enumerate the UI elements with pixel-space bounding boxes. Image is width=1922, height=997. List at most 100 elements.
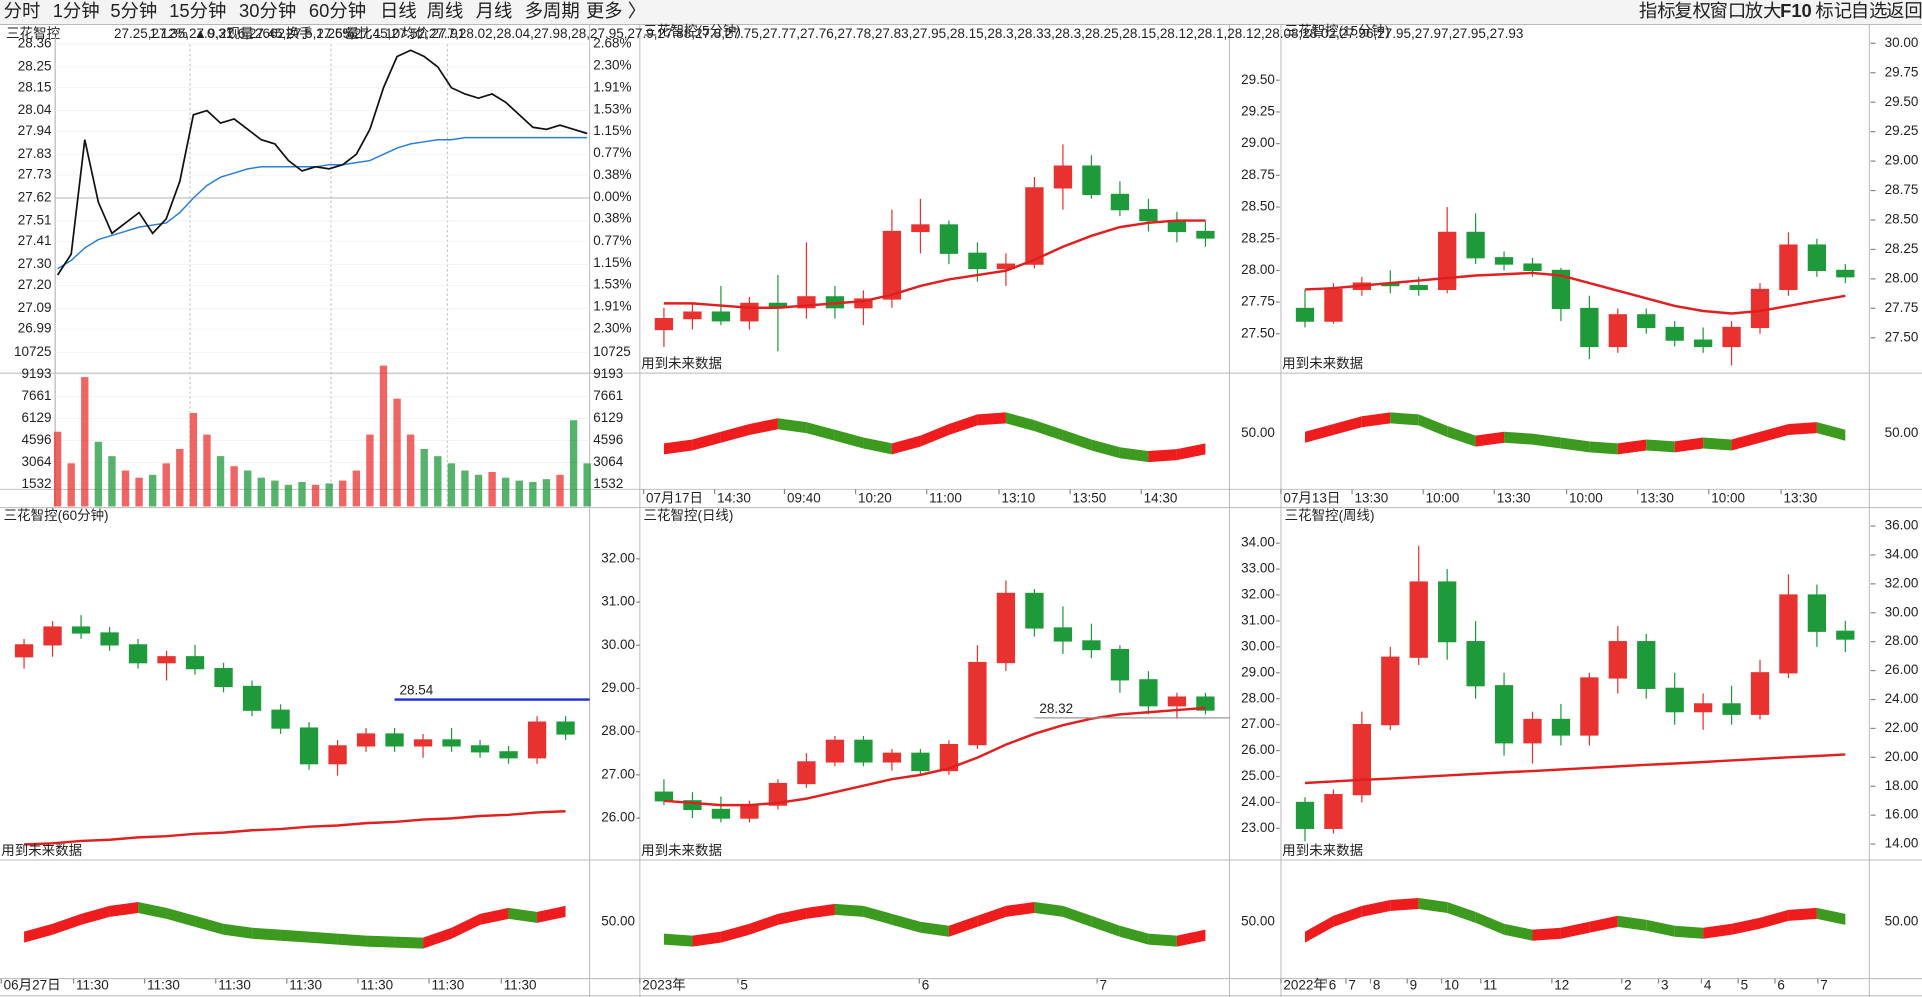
volume-bar (257, 477, 265, 507)
x-tick-label: 6 (1777, 978, 1785, 993)
vol-tick-label-right: 10725 (593, 344, 631, 359)
volume-bar (53, 431, 62, 507)
osc-ribbon (1418, 414, 1448, 437)
candle-body (654, 791, 674, 802)
x-tick-label: 11:30 (147, 978, 180, 993)
volume-bar (81, 377, 89, 507)
volume-bar (67, 463, 75, 507)
candle-body (939, 224, 959, 254)
x-tick-label: 6 (1329, 978, 1337, 993)
period-tab[interactable]: 1分钟 (53, 0, 100, 21)
right-tick-label: 29.50 (1885, 94, 1919, 109)
period-tab[interactable]: 分时 (4, 0, 41, 21)
y-tick-label: 29.25 (1241, 104, 1275, 119)
y-tick-label: 30.00 (601, 637, 635, 652)
x-tick-label: 11 (1483, 978, 1497, 993)
pct-tick-label: 1.15% (593, 255, 631, 270)
future-data-note: 用到未来数据 (1282, 843, 1363, 858)
osc-ribbon (720, 923, 750, 943)
y-tick-label: 29.50 (1241, 72, 1275, 87)
period-tab[interactable]: 月线 (476, 0, 513, 21)
volume-bar (189, 413, 198, 507)
y-tick-label: 30.00 (1241, 638, 1275, 653)
volume-bar (216, 456, 225, 507)
osc-tick-label: 50.00 (1241, 425, 1275, 440)
price-tick-label: 27.30 (18, 256, 52, 271)
price-tick-label: 27.73 (18, 167, 52, 182)
osc-ribbon (1091, 915, 1120, 937)
stock-name: 三花智控 (6, 26, 60, 41)
period-tab[interactable]: 多周期 (525, 0, 580, 21)
period-tab[interactable]: 日线 (380, 0, 417, 21)
right-tick-label: 27.50 (1885, 329, 1919, 344)
tool-button[interactable]: F10 (1780, 0, 1812, 21)
candle-body (1836, 630, 1855, 640)
panel-title[interactable]: 三花智控(15分钟) (1285, 22, 1390, 38)
tool-button[interactable]: 复权 (1674, 0, 1711, 21)
period-tab[interactable]: 30分钟 (239, 0, 296, 21)
candle-body (1836, 269, 1855, 278)
vol-tick-label-right: 6129 (593, 410, 623, 425)
x-tick-label: 4 (1704, 978, 1712, 993)
osc-ribbon (1589, 915, 1618, 933)
stat-label: 换手 (286, 26, 313, 41)
osc-ribbon (1091, 439, 1120, 459)
x-tick-label: 10:00 (1426, 491, 1460, 506)
x-tick-label: 13:30 (1784, 491, 1818, 506)
period-tab[interactable]: 更多 〉 (586, 0, 646, 21)
candle-body (43, 626, 62, 646)
osc-ribbon (806, 903, 835, 919)
period-tab[interactable]: 60分钟 (309, 0, 366, 21)
osc-ribbon (1148, 933, 1177, 947)
price-tick-label: 26.99 (18, 321, 52, 336)
x-tick-label: 06月27日 (4, 978, 61, 993)
candle-body (1637, 314, 1656, 329)
volume-bar (366, 434, 374, 507)
tool-button[interactable]: 放大 (1745, 0, 1782, 21)
panel-title[interactable]: 三花智控(周线) (1285, 508, 1375, 523)
osc-tick-label: 50.00 (601, 913, 635, 928)
candle-body (882, 752, 902, 763)
vol-tick-label-right: 4596 (593, 432, 623, 447)
y-tick-label: 31.00 (601, 594, 635, 609)
volume-bar (311, 484, 320, 507)
tool-button[interactable]: 返回 (1886, 0, 1922, 21)
candle-body (1295, 307, 1315, 322)
osc-ribbon (920, 921, 949, 937)
x-tick-label: 11:30 (76, 978, 109, 993)
candle-body (911, 224, 930, 233)
y-tick-label: 34.00 (1241, 535, 1275, 550)
panel-title[interactable]: 三花智控(日线) (644, 508, 734, 523)
osc-ribbon (834, 429, 864, 449)
period-tab[interactable]: 15分钟 (169, 0, 226, 21)
osc-ribbon (1390, 412, 1419, 426)
candle-body (797, 296, 816, 309)
osc-ribbon (1304, 915, 1334, 943)
right-tick-label: 18.00 (1885, 778, 1919, 793)
x-tick-label: 5 (1741, 978, 1749, 993)
candle-body (442, 739, 461, 747)
osc-ribbon (692, 431, 721, 451)
candle-body (157, 656, 176, 664)
x-tick-label: 9 (1410, 978, 1418, 993)
y-tick-label: 27.00 (601, 766, 635, 781)
candle-body (328, 745, 347, 765)
ma-line (1304, 753, 1846, 785)
period-tab[interactable]: 5分钟 (110, 0, 157, 21)
panel-title[interactable]: 三花智控(60分钟) (4, 507, 109, 523)
y-tick-label: 27.00 (1241, 716, 1275, 731)
osc-ribbon (1418, 897, 1448, 913)
tool-button[interactable]: 自选 (1851, 0, 1888, 21)
tool-button[interactable]: 窗口 (1710, 0, 1747, 21)
panel-title[interactable]: 三花智控(5分钟) (644, 22, 741, 38)
candle-body (185, 656, 205, 670)
period-tab[interactable]: 周线 (427, 0, 464, 21)
avg-line (57, 136, 588, 270)
tool-button[interactable]: 标记 (1815, 0, 1852, 21)
tool-button[interactable]: 指标 (1639, 0, 1676, 21)
x-tick-label: 2023年 (642, 978, 685, 993)
vol-tick-label-right: 1532 (593, 476, 623, 491)
candle-body (740, 804, 759, 819)
candle-body (1139, 209, 1158, 222)
